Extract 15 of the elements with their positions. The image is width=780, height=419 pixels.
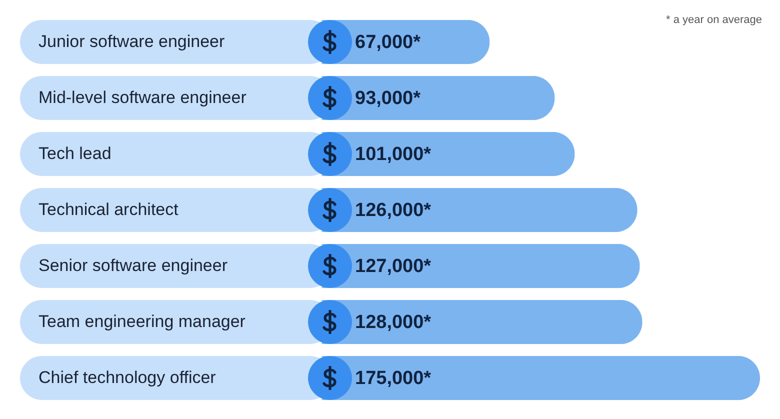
y-tick-label: Chief technology officer: [38, 368, 216, 387]
data-label: 67,000*: [355, 32, 422, 53]
y-tick-label: Tech lead: [38, 144, 112, 163]
y-tick-label: Senior software engineer: [38, 256, 228, 275]
data-label: 127,000*: [355, 256, 432, 277]
data-label: 93,000*: [355, 88, 422, 109]
annotation: * a year on average: [666, 14, 762, 26]
data-label: 126,000*: [355, 200, 432, 221]
data-label: 128,000*: [355, 312, 432, 333]
y-tick-label: Technical architect: [38, 200, 179, 219]
y-tick-label: Mid-level software engineer: [38, 88, 247, 107]
data-label: 175,000*: [355, 368, 432, 389]
y-tick-label: Team engineering manager: [38, 312, 246, 331]
data-label: 101,000*: [355, 144, 432, 165]
y-tick-label: Junior software engineer: [38, 32, 225, 51]
